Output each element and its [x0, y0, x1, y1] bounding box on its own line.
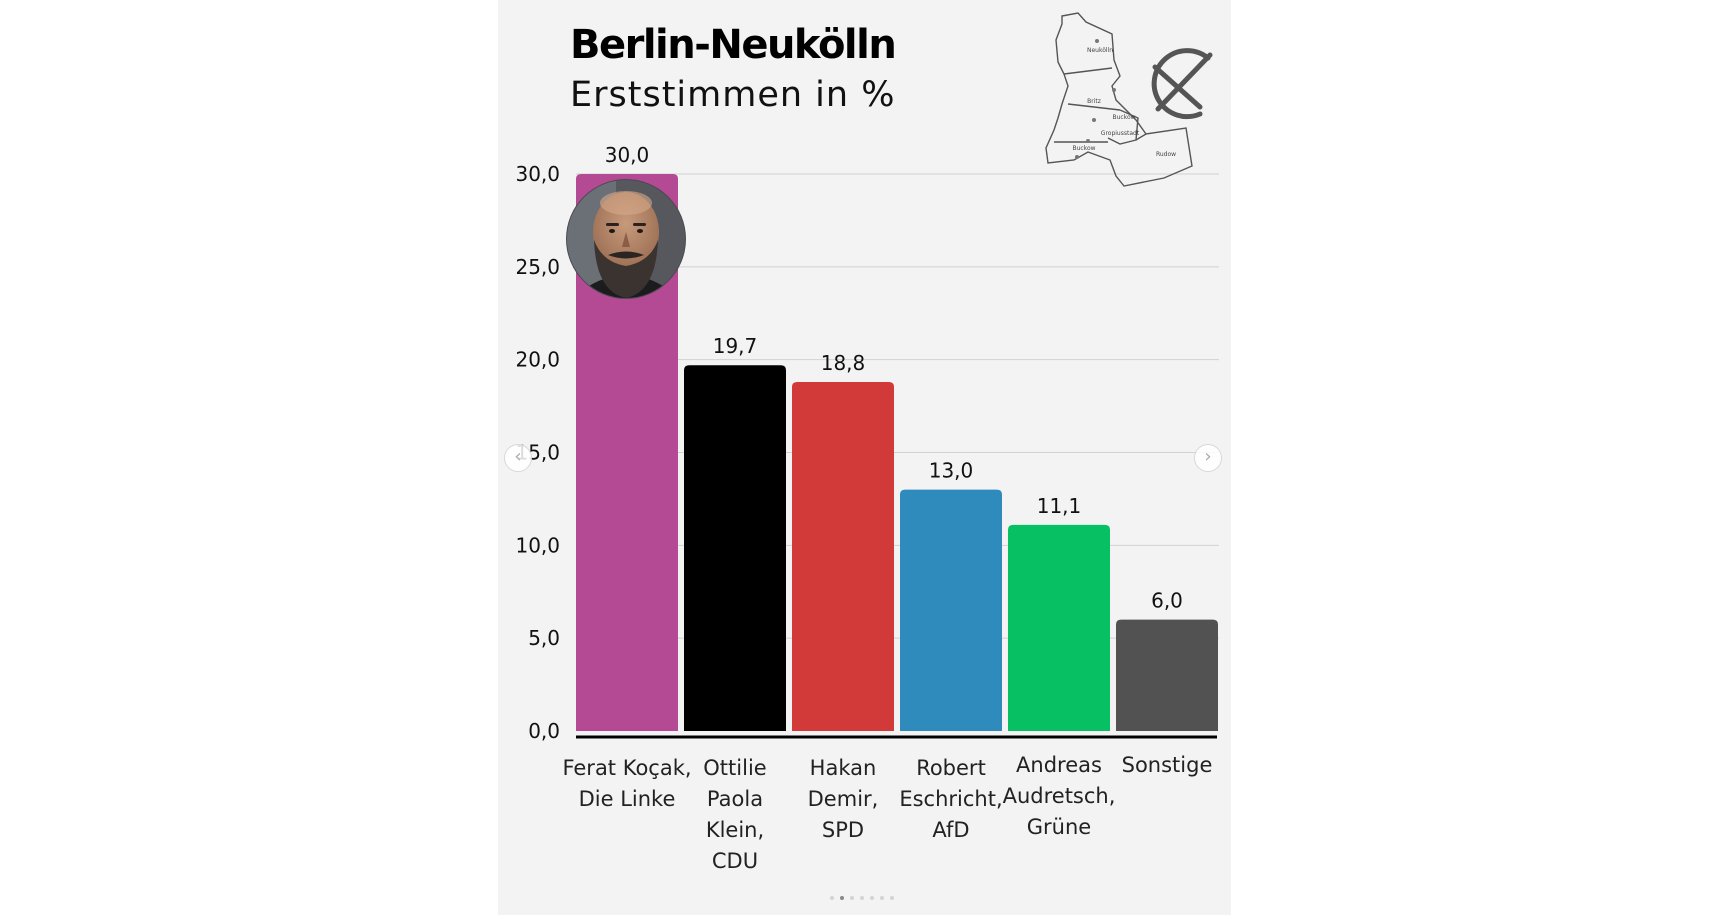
y-tick-label: 5,0 [528, 626, 560, 650]
y-tick-label: 20,0 [515, 348, 560, 372]
pagination-dot[interactable] [880, 896, 884, 900]
x-tick-label: AfD [932, 818, 969, 842]
x-tick-label: Robert [916, 756, 986, 780]
x-tick-label: Grüne [1027, 815, 1091, 839]
bar [1008, 524, 1110, 731]
pagination-dot[interactable] [850, 896, 854, 900]
x-tick-label: Paola [707, 787, 763, 811]
x-tick-label: Ferat Koçak, [562, 756, 691, 780]
pagination-dot[interactable] [830, 896, 834, 900]
y-tick-label: 25,0 [515, 255, 560, 279]
bar-value-label: 13,0 [929, 459, 974, 483]
x-tick-label: Klein, [706, 818, 764, 842]
chevron-left-icon[interactable]: ‹ [504, 444, 532, 472]
x-tick-label: Hakan [810, 756, 877, 780]
pagination-dot[interactable] [870, 896, 874, 900]
bar-value-label: 6,0 [1151, 589, 1183, 613]
bar [900, 489, 1002, 731]
bar-value-label: 19,7 [713, 334, 758, 358]
bar-value-label: 11,1 [1037, 494, 1082, 518]
chart-title: Berlin-Neukölln [570, 22, 897, 68]
bar [684, 365, 786, 731]
chevron-right-icon[interactable]: › [1194, 444, 1222, 472]
map-label: Buckow [1072, 145, 1095, 152]
y-axis-tick-labels: 0,05,010,015,020,025,030,0 [515, 162, 560, 743]
map-labels: Neukölln Britz Buckow Gropiusstadt Buckow Rud… [1072, 47, 1176, 158]
map-label: Buckow [1112, 114, 1135, 121]
x-tick-label: Eschricht, [899, 787, 1002, 811]
y-tick-label: 0,0 [528, 719, 560, 743]
x-tick-label: SPD [822, 818, 864, 842]
ballot-cross-icon [1151, 48, 1213, 120]
bar-value-label: 30,0 [605, 143, 650, 167]
bar [792, 381, 894, 731]
map-label: Britz [1087, 98, 1101, 105]
chart-subtitle: Erststimmen in % [570, 75, 896, 115]
carousel-pagination [830, 896, 894, 900]
map-label: Neukölln [1087, 47, 1113, 54]
map-label: Gropiusstadt [1101, 130, 1140, 137]
x-tick-label: CDU [712, 849, 758, 873]
pagination-dot[interactable] [840, 896, 844, 900]
candidate-portrait [566, 179, 686, 299]
district-map [1045, 12, 1193, 187]
x-tick-label: Audretsch, [1003, 784, 1116, 808]
x-tick-label: Ottilie [703, 756, 766, 780]
grid-lines [576, 173, 1219, 639]
x-axis-category-labels: Ferat Koçak, Die Linke Ottilie Paola Klein, C… [562, 753, 1212, 873]
y-tick-label: 10,0 [515, 533, 560, 557]
map-label: Rudow [1156, 151, 1176, 158]
bar-value-label: 18,8 [821, 351, 866, 375]
bars [576, 174, 1218, 731]
x-tick-label: Sonstige [1122, 753, 1213, 777]
x-tick-label: Demir, [808, 787, 879, 811]
value-labels: 30,0 19,7 18,8 13,0 11,1 6,0 [605, 143, 1183, 613]
y-tick-label: 30,0 [515, 162, 560, 186]
pagination-dot[interactable] [890, 896, 894, 900]
x-tick-label: Andreas [1016, 753, 1102, 777]
pagination-dot[interactable] [860, 896, 864, 900]
bar [576, 174, 678, 731]
map-outline [1045, 12, 1193, 187]
bar [1116, 619, 1218, 731]
x-tick-label: Die Linke [579, 787, 676, 811]
map-markers [1075, 39, 1116, 159]
